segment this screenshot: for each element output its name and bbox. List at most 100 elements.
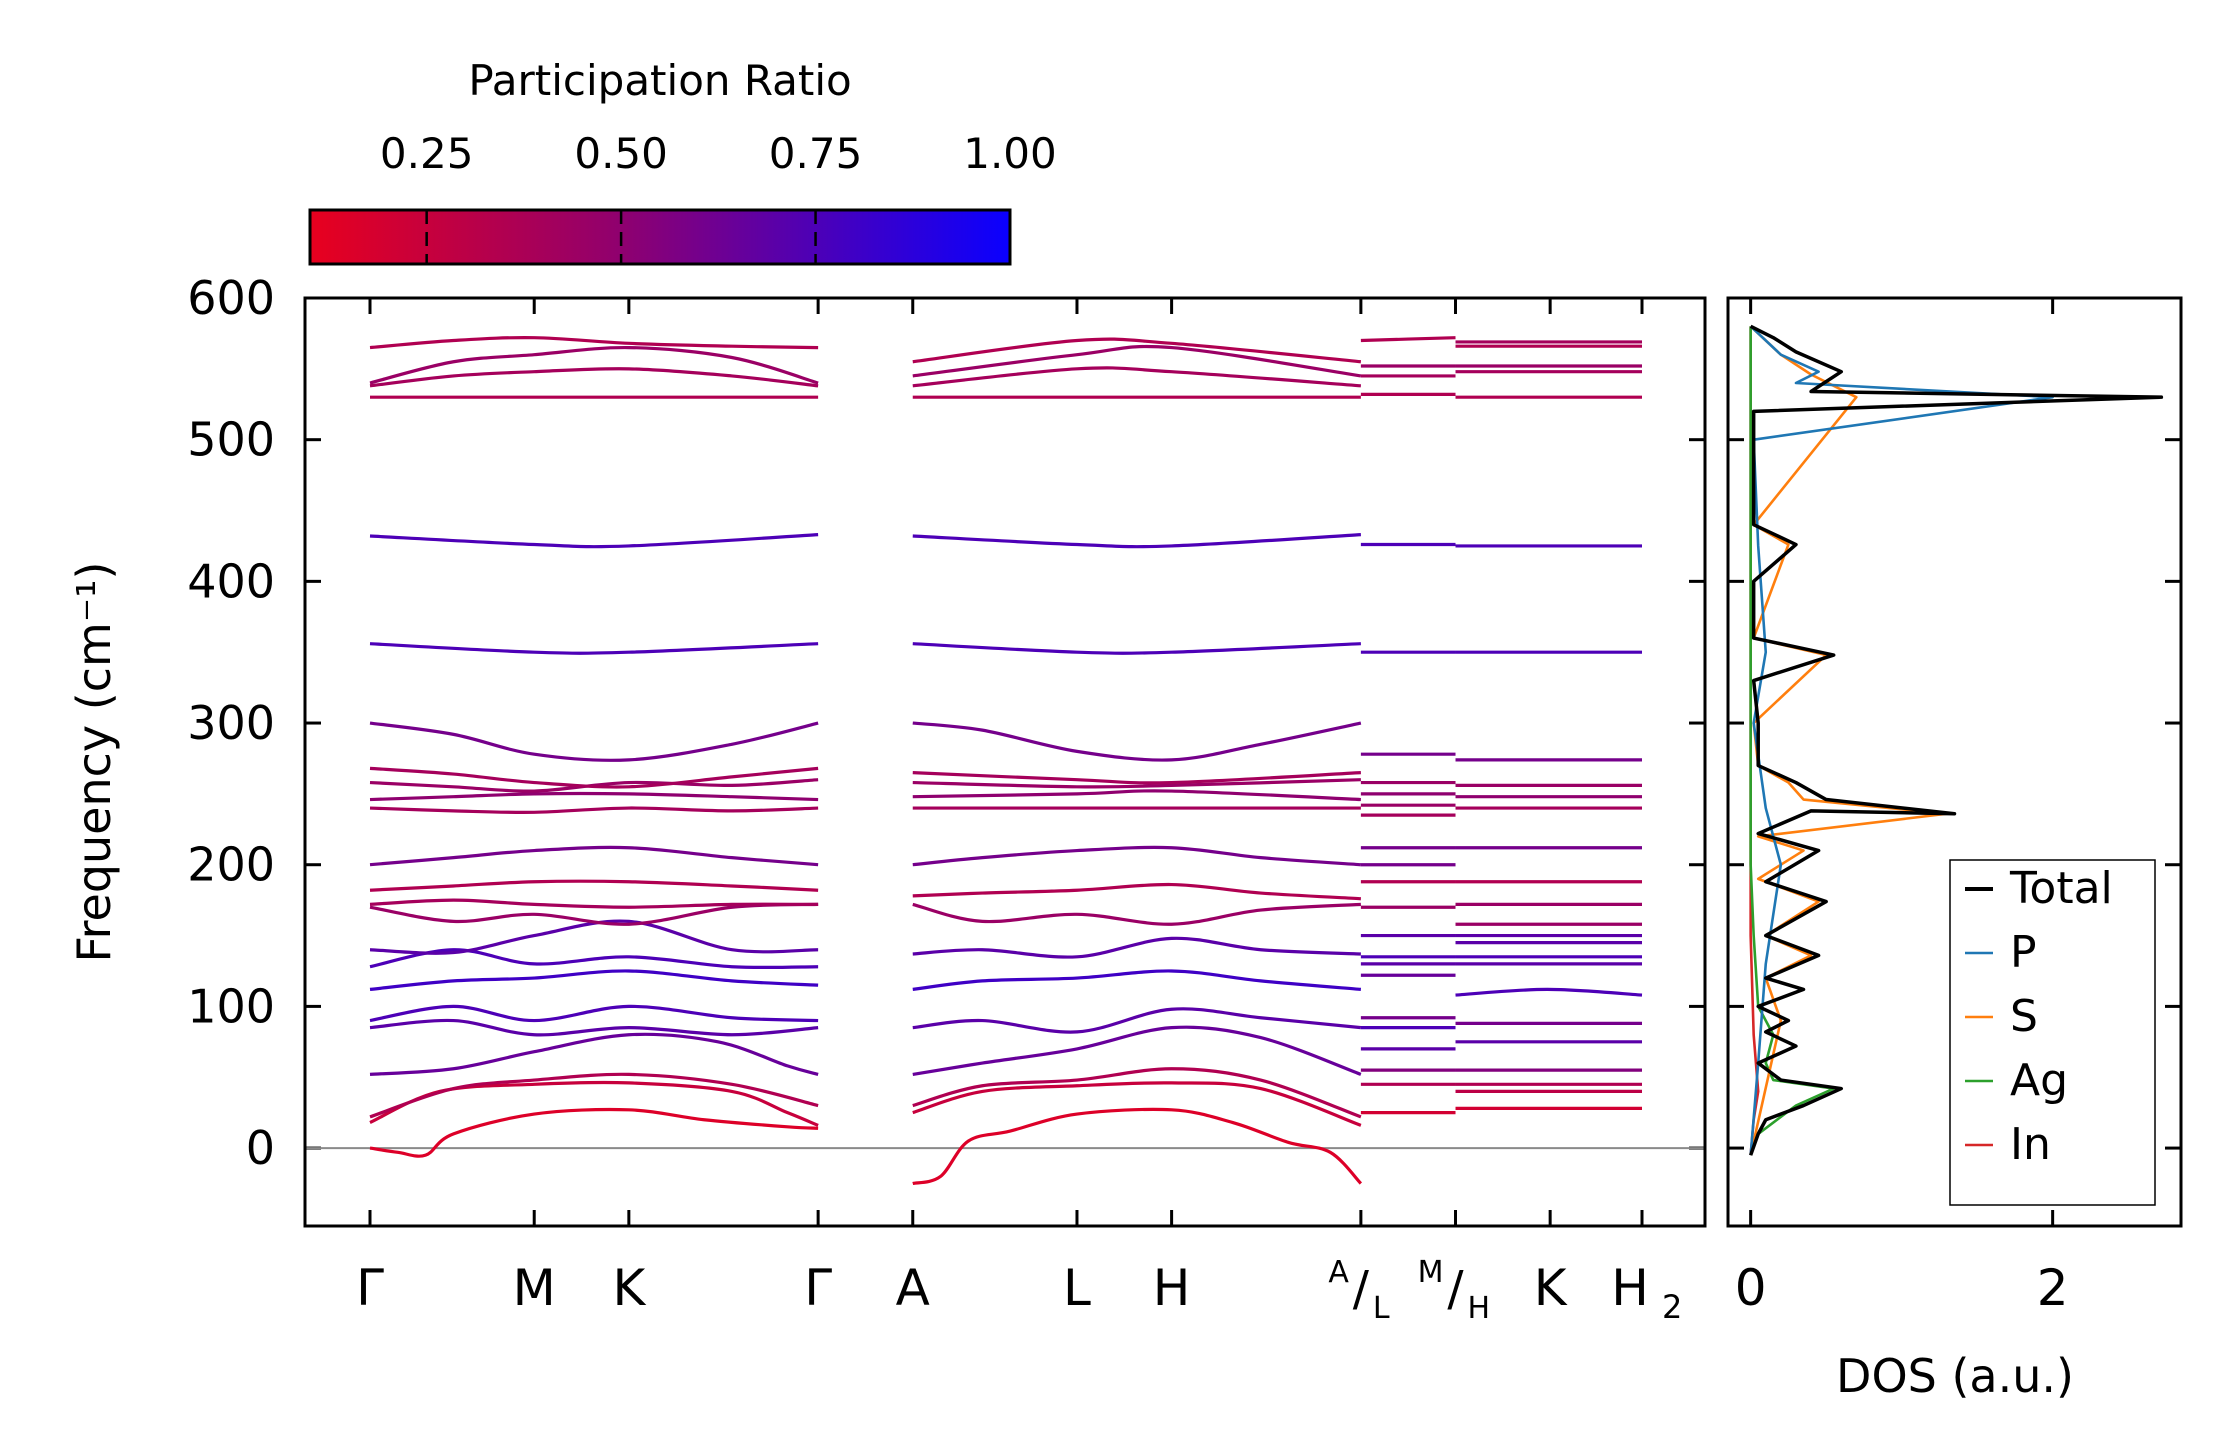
phonon-band <box>369 642 819 655</box>
dos-line-p <box>1749 325 2054 1156</box>
y-tick-label: 100 <box>187 979 275 1033</box>
phonon-band <box>912 771 1361 785</box>
phonon-band <box>912 721 1362 762</box>
phonon-band <box>369 345 819 385</box>
phonon-band <box>369 1018 819 1037</box>
y-tick-label: 0 <box>246 1121 275 1175</box>
kpoint-label: L <box>1063 1259 1091 1317</box>
kpoint-label-sub: 2 <box>1662 1288 1682 1326</box>
legend-label: P <box>2010 927 2037 978</box>
kpoint-label: Γ <box>356 1259 384 1317</box>
band-y-ticks: 0 100 200 300 400 500 600 <box>187 271 1705 1175</box>
legend-frame <box>1949 859 2156 1206</box>
phonon-band <box>369 721 819 762</box>
kpoint-label-sub: L <box>1373 1291 1390 1326</box>
colorbar-tick-label: 1.00 <box>963 129 1057 178</box>
dos-axes-frame <box>1726 296 2183 1228</box>
band-axes-frame <box>303 296 1707 1228</box>
colorbar-ticks <box>425 210 817 264</box>
kpoint-label: K <box>612 1259 646 1317</box>
colorbar-title: Participation Ratio <box>468 56 851 105</box>
phonon-band <box>369 791 819 802</box>
phonon-band <box>1360 336 1456 343</box>
kpoint-label: H <box>1153 1259 1191 1317</box>
phonon-band <box>369 919 819 955</box>
colorbar-tick-label: 0.75 <box>769 129 863 178</box>
phonon-band <box>369 948 819 970</box>
phonon-band <box>369 533 819 549</box>
kpoint-label-slash: / <box>1447 1261 1464 1317</box>
phonon-band <box>912 845 1361 867</box>
colorbar-tick-labels: 0.25 0.50 0.75 1.00 <box>380 129 1057 178</box>
phonon-band <box>912 1067 1362 1119</box>
phonon-band <box>912 902 1361 926</box>
kpoint-label-sup: A <box>1328 1255 1349 1290</box>
phonon-band <box>369 1107 819 1158</box>
phonon-band <box>369 898 819 909</box>
colorbar: Participation Ratio 0.25 0.50 0.75 1.00 <box>308 56 1057 266</box>
y-tick-label: 200 <box>187 838 275 892</box>
legend-label: Total <box>2009 863 2113 914</box>
phonon-band <box>369 1004 819 1023</box>
phonon-band <box>369 845 819 867</box>
y-tick-label: 400 <box>187 554 275 608</box>
phonon-band <box>912 882 1361 901</box>
kpoint-label-slash: / <box>1353 1261 1370 1317</box>
phonon-band <box>912 1081 1362 1127</box>
phonon-band <box>912 789 1361 802</box>
phonon-band <box>912 1007 1362 1034</box>
y-tick-label: 300 <box>187 696 275 750</box>
dos-lines <box>1749 324 2164 1156</box>
phonon-band <box>369 902 819 926</box>
kpoint-label: Γ <box>804 1259 832 1317</box>
dos-line-s <box>1749 325 1949 1156</box>
y-axis-label: Frequency (cm⁻¹) <box>67 562 121 963</box>
phonon-band <box>912 778 1361 789</box>
phonon-band <box>369 879 819 892</box>
colorbar-tick-label: 0.25 <box>380 129 474 178</box>
colorbar-gradient <box>308 208 1012 266</box>
kpoint-label-sup: M <box>1418 1255 1444 1290</box>
kpoint-label: M <box>513 1259 556 1317</box>
phonon-band <box>369 367 819 388</box>
legend-items: Total PS Ag In <box>1965 863 2113 1170</box>
y-tick-label: 600 <box>187 271 275 325</box>
phonon-band <box>912 1025 1362 1076</box>
kpoint-label-sub: H <box>1468 1291 1491 1326</box>
phonon-band <box>369 335 819 350</box>
phonon-band <box>912 1107 1363 1186</box>
band-lines <box>369 335 1643 1186</box>
dos-line-ag <box>1749 326 1835 1156</box>
dos-x-tick-label: 2 <box>2037 1259 2069 1317</box>
phonon-band <box>1455 987 1643 997</box>
dos-x-axis-label: DOS (a.u.) <box>1836 1349 2074 1403</box>
legend-label: S <box>2010 991 2038 1042</box>
kpoint-label: K <box>1534 1259 1568 1317</box>
phonon-band <box>912 366 1361 388</box>
phonon-band <box>369 1032 819 1076</box>
band-kpoint-markers: Γ M K Γ A L H A / LM / H K H 2 <box>356 298 1682 1326</box>
phonon-band <box>912 969 1362 991</box>
phonon-band <box>369 1072 819 1119</box>
phonon-band <box>912 936 1361 959</box>
kpoint-label: A <box>896 1259 930 1317</box>
dos-legend: Total PS Ag In <box>1949 859 2156 1206</box>
y-tick-label: 500 <box>187 413 275 467</box>
dos-line-total <box>1749 324 2164 1156</box>
legend-label: In <box>2010 1119 2051 1170</box>
dos-x-tick-label: 0 <box>1735 1259 1767 1317</box>
phonon-band <box>912 344 1362 378</box>
phonon-band <box>369 766 819 789</box>
phonon-band <box>912 642 1361 655</box>
phonon-band <box>912 337 1362 364</box>
legend-label: Ag <box>2010 1055 2068 1106</box>
phonon-band <box>369 806 819 814</box>
kpoint-label: H <box>1611 1259 1649 1317</box>
phonon-band <box>369 969 819 991</box>
phonon-band <box>912 533 1361 549</box>
colorbar-tick-label: 0.50 <box>574 129 668 178</box>
